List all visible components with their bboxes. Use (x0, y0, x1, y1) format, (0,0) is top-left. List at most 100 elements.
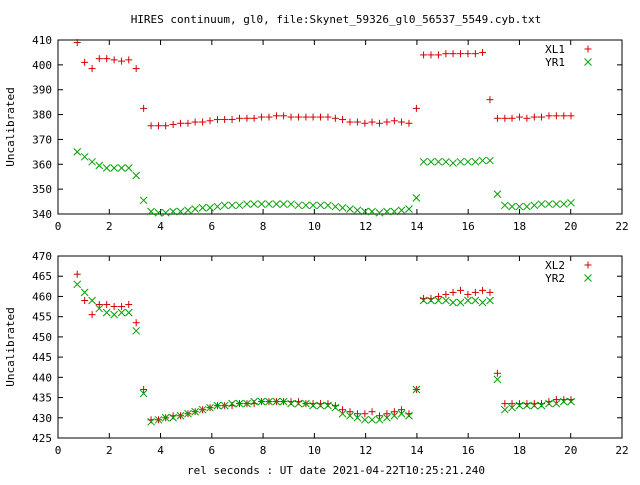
panel-2-point-xl2 (375, 412, 383, 420)
panel-1-point-yr1 (368, 207, 376, 216)
panel-1-point-yr1-d2 (331, 202, 340, 211)
panel-2-x-tick-label: 22 (615, 444, 628, 457)
panel-2-point-yr2-d2 (272, 397, 281, 406)
panel-1-point-yr1 (552, 200, 561, 208)
panel-2-point-yr2-d2 (331, 403, 340, 412)
panel-2-point-yr2-d2 (95, 304, 104, 313)
panel-1-point-yr1-d2 (169, 207, 177, 216)
panel-1-point-yr1-d2 (250, 200, 258, 208)
panel-2-x-tick-label: 4 (157, 444, 164, 457)
panel-1-point-yr1 (110, 164, 118, 172)
panel-1-point-yr1-d2 (375, 208, 384, 217)
panel-1-point-xl1 (383, 118, 391, 126)
panel-1-legend-label-yr1: YR1 (545, 56, 565, 69)
panel-1-point-xl1 (302, 113, 310, 121)
panel-1-point-xl1 (479, 48, 487, 56)
panel-2-point-yr2-d2 (500, 405, 509, 414)
panel-1-point-yr1-d2 (471, 157, 480, 166)
panel-1-point-yr1-d2 (139, 196, 148, 205)
panel-1-point-yr1 (250, 200, 258, 208)
panel-2-legend-marker-yr2-d2 (584, 274, 592, 282)
panel-2-point-yr2-d2 (324, 401, 332, 410)
panel-1: 0 2 4 6 8 10 12 14 16 18 20 22 340 350 360 370 380 390 400… (4, 34, 629, 233)
panel-2-point-yr2-d2 (154, 415, 163, 424)
panel-2-point-yr2-d2 (117, 308, 126, 317)
panel-1-point-yr1-d2 (338, 203, 347, 212)
panel-2-point-yr2-d2 (309, 401, 317, 410)
panel-2-point-xl2 (464, 290, 472, 298)
panel-1-point-yr1 (338, 203, 347, 212)
panel-2-y-axis-label: Uncalibrated (4, 307, 17, 386)
panel-1-point-xl1 (317, 113, 325, 121)
panel-1-point-yr1 (124, 164, 133, 172)
panel-2-point-yr2-d2 (220, 401, 229, 410)
panel-1-point-yr1-d2 (257, 200, 266, 208)
panel-2-point-xl2 (442, 290, 450, 298)
panel-1-point-xl1 (88, 65, 96, 73)
panel-1-point-xl1 (442, 50, 450, 58)
panel-2-point-yr2-d2 (412, 385, 421, 394)
panel-2-point-yr2-d2 (147, 417, 155, 426)
panel-1-point-yr1-d2 (545, 200, 553, 208)
panel-1-point-yr1-d2 (243, 200, 251, 208)
panel-1-point-yr1-d2 (478, 156, 487, 165)
panel-1-point-xl1 (199, 118, 207, 126)
panel-1-x-tick-label: 2 (106, 220, 113, 233)
panel-2-point-yr2 (567, 397, 575, 406)
panel-2-point-xl2 (110, 303, 118, 311)
panel-1-point-yr1 (567, 198, 575, 207)
panel-2-point-xl2 (118, 303, 126, 311)
panel-1-point-yr1-d2 (184, 206, 192, 215)
panel-1-point-xl1 (331, 114, 339, 122)
panel-1-point-xl1 (398, 118, 406, 126)
panel-1-point-yr1-d2 (309, 201, 317, 210)
panel-2-point-yr2 (287, 399, 295, 408)
panel-1-point-yr1 (346, 205, 354, 213)
panel-1-point-yr1 (390, 207, 399, 216)
panel-1-point-yr1 (500, 201, 509, 210)
panel-1-point-yr1 (456, 157, 465, 166)
panel-1-point-yr1-d2 (390, 207, 399, 216)
panel-1-point-xl1 (560, 112, 568, 120)
panel-2-point-yr2-d2 (132, 326, 141, 335)
panel-1-point-xl1 (405, 119, 413, 127)
panel-2-point-yr2-d2 (198, 405, 207, 414)
panel-2-point-yr2-d2 (471, 296, 480, 305)
panel-2-point-yr2-d2 (80, 288, 89, 297)
panel-1-point-yr1 (316, 201, 325, 210)
panel-2-point-yr2 (102, 308, 111, 317)
panel-2-point-yr2 (383, 413, 391, 422)
panel-2-point-yr2-d2 (375, 415, 384, 424)
panel-1-point-xl1 (294, 113, 302, 121)
panel-2-point-yr2 (88, 296, 96, 305)
panel-2-point-yr2 (147, 417, 155, 426)
panel-1-point-yr1 (117, 164, 126, 172)
panel-1-point-yr1 (102, 164, 111, 172)
panel-2-point-yr2 (302, 399, 310, 408)
panel-1-point-xl1 (73, 38, 81, 46)
panel-1-point-xl1 (132, 65, 140, 73)
panel-2-point-yr2 (361, 415, 369, 424)
panel-2-point-yr2 (250, 397, 258, 406)
panel-2-point-yr2 (309, 401, 317, 410)
panel-2-point-yr2 (117, 308, 126, 317)
panel-1-point-yr1-d2 (132, 171, 141, 180)
panel-2-point-yr2 (464, 296, 472, 305)
panel-1-point-yr1-d2 (88, 157, 96, 166)
panel-1-y-tick-label: 340 (32, 208, 52, 221)
panel-1-point-yr1 (184, 206, 192, 215)
panel-1-point-yr1 (228, 201, 236, 210)
panel-1-point-yr1-d2 (383, 207, 391, 216)
panel-2-y-tick-label: 470 (32, 250, 52, 263)
panel-1-point-yr1 (508, 202, 516, 211)
panel-2-point-xl2 (368, 408, 376, 416)
panel-1-point-yr1-d2 (117, 164, 126, 172)
panel-1-point-xl1 (339, 116, 347, 124)
panel-1-point-yr1-d2 (559, 200, 568, 208)
panel-1-point-yr1 (302, 201, 310, 210)
panel-1-point-xl1 (493, 114, 501, 122)
panel-1-point-yr1 (530, 201, 539, 210)
panel-2-x-tick-label: 8 (260, 444, 267, 457)
panel-2-x-tick-label: 18 (513, 444, 526, 457)
panel-2-point-xl2 (508, 400, 516, 408)
